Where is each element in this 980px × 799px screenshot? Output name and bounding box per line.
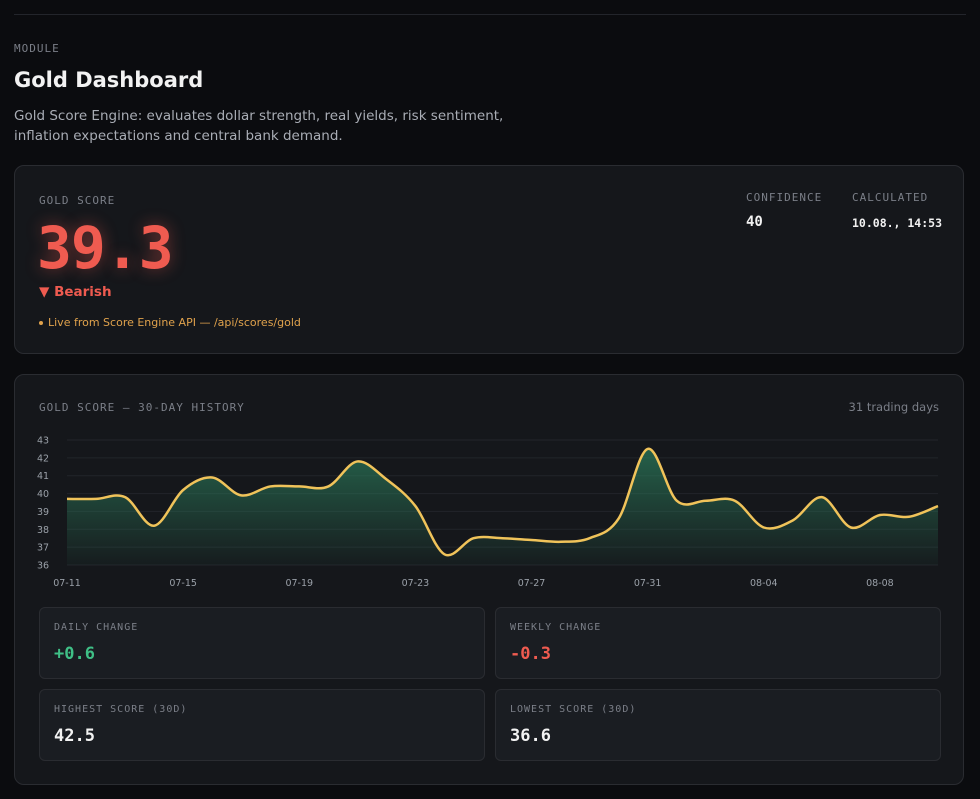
y-tick-label: 40 — [37, 489, 49, 500]
y-tick-label: 41 — [37, 471, 49, 482]
y-tick-label: 36 — [37, 561, 49, 572]
daily-change-stat: DAILY CHANGE +0.6 — [39, 607, 485, 679]
lowest-score-label: LOWEST SCORE (30D) — [510, 704, 637, 715]
chart-series-line — [66, 447, 939, 557]
history-chart: 43 42 41 40 39 38 37 36 07-11 07-15 07-19 07-23 07-… — [37, 436, 939, 589]
y-tick-label: 38 — [37, 525, 49, 536]
lowest-score-stat: LOWEST SCORE (30D) 36.6 — [495, 689, 941, 761]
x-tick-label: 07-23 — [402, 578, 430, 589]
weekly-change-stat: WEEKLY CHANGE -0.3 — [495, 607, 941, 679]
history-card: GOLD SCORE — 30-DAY HISTORY 31 trading d… — [14, 374, 964, 785]
gold-score-value: 39.3 — [37, 214, 174, 282]
weekly-change-value: -0.3 — [510, 644, 551, 664]
page-description: Gold Score Engine: evaluates dollar stre… — [14, 108, 504, 144]
y-tick-label: 39 — [37, 507, 49, 518]
module-label: MODULE — [14, 42, 60, 55]
confidence-label: CONFIDENCE — [746, 191, 823, 204]
y-tick-label: 42 — [37, 453, 49, 464]
y-tick-label: 37 — [37, 543, 49, 554]
highest-score-label: HIGHEST SCORE (30D) — [54, 704, 188, 715]
live-source-note: Live from Score Engine API — /api/scores… — [39, 316, 301, 329]
x-tick-label: 07-27 — [518, 578, 546, 589]
x-tick-label: 08-08 — [866, 578, 894, 589]
live-source-text: Live from Score Engine API — /api/scores… — [48, 316, 301, 329]
live-dot-icon — [39, 321, 43, 325]
highest-score-value: 42.5 — [54, 726, 95, 746]
trading-days-count: 31 trading days — [848, 400, 939, 414]
daily-change-label: DAILY CHANGE — [54, 622, 139, 633]
x-tick-label: 07-15 — [169, 578, 197, 589]
gold-score-card: GOLD SCORE 39.3 ▼ Bearish Live from Scor… — [14, 165, 964, 354]
top-divider — [14, 14, 966, 15]
x-tick-label: 07-19 — [285, 578, 313, 589]
page-title: Gold Dashboard — [14, 68, 204, 92]
lowest-score-value: 36.6 — [510, 726, 551, 746]
calculated-value: 10.08., 14:53 — [852, 216, 943, 230]
calculated-label: CALCULATED — [852, 191, 929, 204]
chart-area-fill — [67, 448, 938, 565]
confidence-value: 40 — [746, 214, 763, 230]
weekly-change-label: WEEKLY CHANGE — [510, 622, 602, 633]
sentiment-badge: ▼ Bearish — [39, 284, 112, 300]
x-tick-label: 07-11 — [53, 578, 81, 589]
history-title: GOLD SCORE — 30-DAY HISTORY — [39, 401, 245, 414]
x-tick-label: 08-04 — [750, 578, 778, 589]
daily-change-value: +0.6 — [54, 644, 95, 664]
y-tick-label: 43 — [37, 436, 49, 447]
gold-score-label: GOLD SCORE — [39, 194, 116, 207]
x-tick-label: 07-31 — [634, 578, 662, 589]
highest-score-stat: HIGHEST SCORE (30D) 42.5 — [39, 689, 485, 761]
